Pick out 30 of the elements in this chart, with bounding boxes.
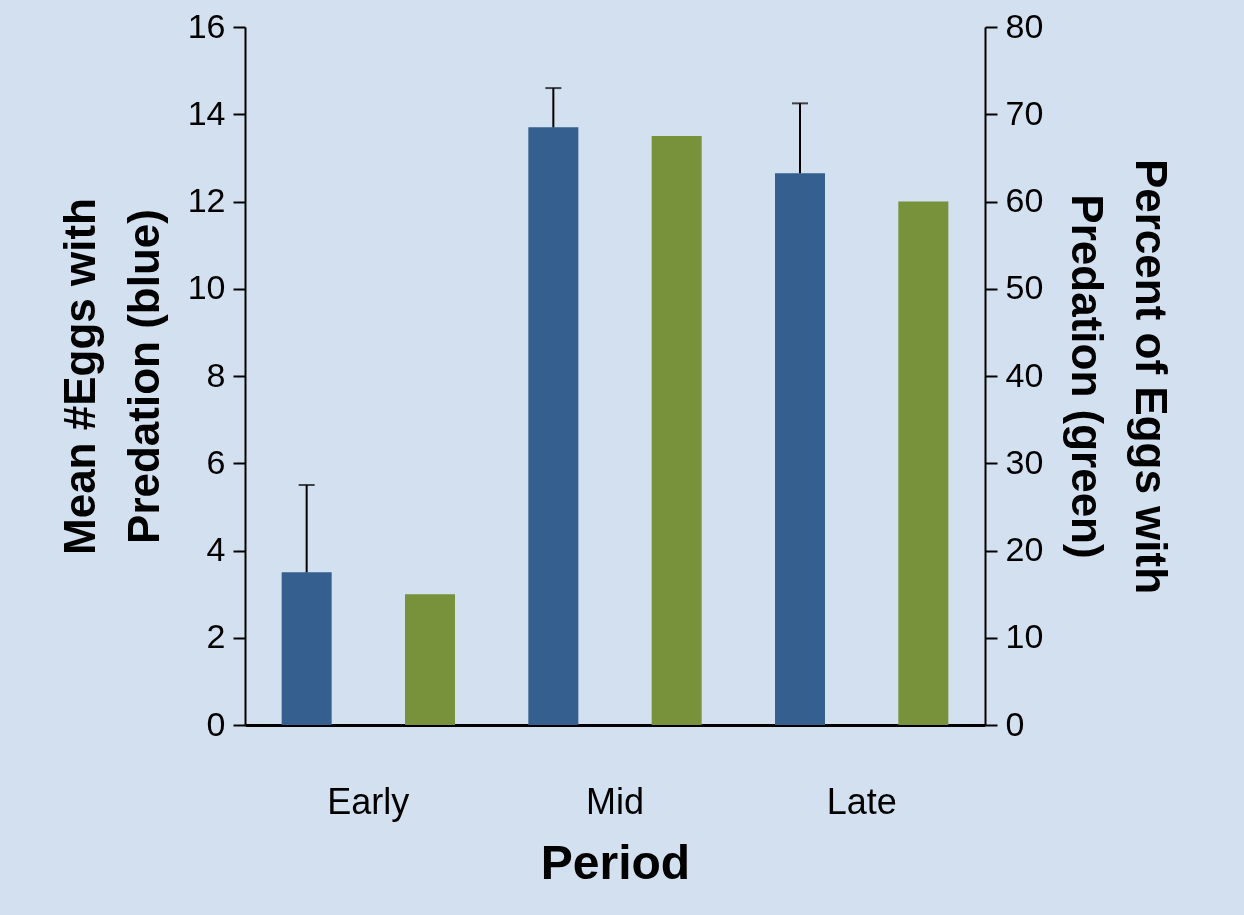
y2-axis-title: Percent of Eggs with Predation (green) — [1063, 158, 1177, 595]
x-tick-label: Early — [327, 780, 410, 822]
y-tick-label: 4 — [206, 530, 226, 568]
x-tick-label: Late — [826, 780, 897, 822]
y-tick-label: 14 — [187, 93, 226, 132]
y-tick-label: 16 — [187, 6, 226, 45]
bar — [281, 572, 332, 725]
bar — [651, 136, 702, 725]
y2-tick-label: 0 — [1005, 704, 1025, 743]
y2-tick-label: 10 — [1005, 617, 1044, 656]
y-tick-label: 2 — [206, 617, 226, 656]
y-tick-label: 12 — [187, 181, 226, 219]
y2-tick-label: 20 — [1005, 530, 1044, 568]
y-axis-title: Mean #Eggs with Predation (blue) — [54, 198, 168, 555]
y-tick-label: 0 — [206, 704, 226, 743]
y-tick-label: 10 — [187, 268, 226, 307]
y-tick-label: 8 — [206, 355, 226, 394]
y2-tick-label: 60 — [1005, 181, 1044, 219]
y2-tick-label: 80 — [1005, 6, 1044, 45]
y2-tick-label: 40 — [1005, 355, 1044, 394]
y2-tick-label: 50 — [1005, 268, 1044, 307]
y2-tick-label: 70 — [1005, 93, 1044, 132]
bar — [405, 594, 455, 725]
y2-tick-label: 30 — [1005, 442, 1044, 481]
bar — [898, 201, 949, 725]
bar — [528, 127, 579, 725]
x-tick-label: Mid — [585, 780, 645, 822]
y-tick-label: 6 — [206, 442, 226, 481]
x-axis-title: Period — [540, 835, 691, 889]
bar — [775, 173, 825, 725]
